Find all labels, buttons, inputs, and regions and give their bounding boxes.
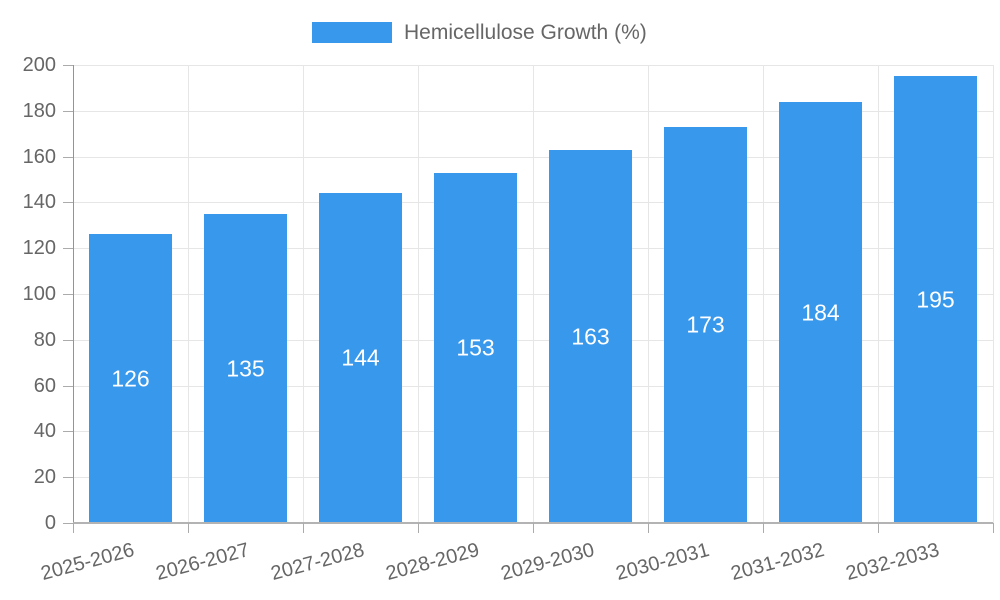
- bar-value-label: 135: [226, 355, 265, 381]
- y-tick-mark: [63, 111, 73, 112]
- x-gridline: [648, 65, 649, 523]
- y-tick-mark: [63, 340, 73, 341]
- y-tick-label: 160: [22, 146, 56, 168]
- bar-value-label: 195: [916, 286, 955, 312]
- bar-value-label: 144: [341, 344, 380, 371]
- y-tick-mark: [63, 157, 73, 158]
- x-gridline: [188, 65, 189, 523]
- legend-swatch-icon: [312, 22, 392, 43]
- y-tick-label: 60: [33, 375, 56, 397]
- y-tick-mark: [63, 523, 73, 524]
- x-tick-mark: [533, 523, 534, 533]
- y-tick-mark: [63, 202, 73, 203]
- x-gridline: [763, 65, 764, 523]
- bar-2026-2027[interactable]: 135: [204, 214, 287, 523]
- y-tick-label: 0: [44, 512, 56, 534]
- x-gridline: [418, 65, 419, 523]
- x-tick-mark: [648, 523, 649, 533]
- legend-label: Hemicellulose Growth (%): [404, 21, 647, 44]
- bar-value-label: 163: [571, 323, 610, 349]
- bar-2028-2029[interactable]: 153: [434, 173, 517, 523]
- bar-value-label: 126: [111, 365, 150, 391]
- bar-value-label: 184: [801, 299, 840, 325]
- y-tick-mark: [63, 65, 73, 66]
- y-tick-mark: [63, 386, 73, 387]
- x-tick-mark: [763, 523, 764, 533]
- bar-2032-2033[interactable]: 195: [894, 76, 977, 523]
- x-tick-mark: [993, 523, 994, 533]
- x-gridline: [878, 65, 879, 523]
- x-tick-mark: [878, 523, 879, 533]
- bar-2030-2031[interactable]: 173: [664, 127, 747, 523]
- legend[interactable]: Hemicellulose Growth (%): [312, 22, 647, 43]
- y-tick-label: 140: [22, 191, 56, 213]
- bar-2031-2032[interactable]: 184: [779, 102, 862, 523]
- y-axis-line: [73, 65, 74, 523]
- y-tick-mark: [63, 431, 73, 432]
- bar-2027-2028[interactable]: 144: [319, 193, 402, 523]
- x-tick-mark: [418, 523, 419, 533]
- x-gridline: [303, 65, 304, 523]
- x-gridline: [533, 65, 534, 523]
- y-tick-label: 100: [22, 283, 56, 305]
- y-tick-label: 180: [22, 100, 56, 122]
- y-tick-label: 200: [22, 54, 56, 76]
- y-tick-mark: [63, 248, 73, 249]
- y-tick-mark: [63, 477, 73, 478]
- plot-area: 0 20 40 60 80 100 120 140 160 180 200 126 2025-2026 1…: [23, 54, 994, 585]
- x-gridline: [993, 65, 994, 523]
- y-tick-label: 20: [33, 466, 56, 488]
- bar-2025-2026[interactable]: 126: [89, 234, 172, 523]
- y-tick-label: 120: [22, 237, 56, 259]
- bar-value-label: 153: [456, 334, 495, 361]
- y-tick-label: 40: [33, 420, 56, 442]
- x-tick-mark: [73, 523, 74, 533]
- x-tick-mark: [188, 523, 189, 533]
- y-tick-label: 80: [33, 329, 56, 351]
- bar-2029-2030[interactable]: 163: [549, 150, 632, 523]
- y-tick-mark: [63, 294, 73, 295]
- x-tick-mark: [303, 523, 304, 533]
- bar-value-label: 173: [686, 311, 725, 338]
